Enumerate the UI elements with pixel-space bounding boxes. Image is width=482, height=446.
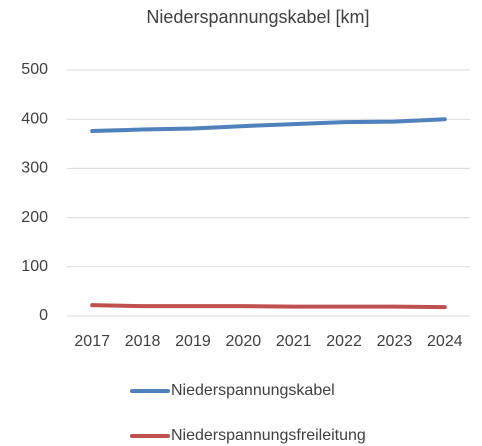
y-tick-label: 100 <box>21 258 48 275</box>
legend-label: Niederspannungsfreileitung <box>171 427 366 444</box>
y-tick-label: 0 <box>39 307 48 324</box>
x-tick-label: 2017 <box>74 333 110 350</box>
y-tick-label: 200 <box>21 209 48 226</box>
x-tick-label: 2018 <box>125 333 161 350</box>
x-tick-label: 2020 <box>226 333 262 350</box>
y-tick-label: 500 <box>21 61 48 78</box>
y-tick-label: 400 <box>21 110 48 127</box>
legend-label: Niederspannungskabel <box>171 382 335 399</box>
x-tick-label: 2019 <box>175 333 211 350</box>
chart-title: Niederspannungskabel [km] <box>146 7 369 27</box>
x-tick-label: 2023 <box>377 333 413 350</box>
x-tick-label: 2022 <box>326 333 362 350</box>
y-tick-label: 300 <box>21 160 48 177</box>
x-tick-label: 2021 <box>276 333 312 350</box>
series-line <box>90 303 447 310</box>
series-line <box>90 117 447 134</box>
x-tick-label: 2024 <box>427 333 463 350</box>
